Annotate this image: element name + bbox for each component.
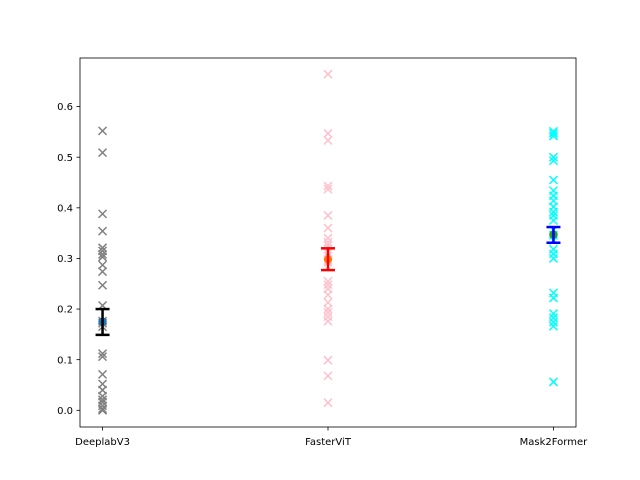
- data-point-deeplabv3: [98, 252, 108, 262]
- y-tick-label: 0.2: [57, 305, 73, 316]
- data-point-fastervit: [323, 316, 333, 326]
- data-point-mask2former: [548, 309, 558, 319]
- data-point-fastervit: [323, 237, 333, 247]
- data-point-deeplabv3: [98, 249, 108, 259]
- data-point-deeplabv3: [98, 369, 108, 379]
- data-point-deeplabv3: [98, 267, 108, 277]
- data-point-fastervit: [323, 233, 333, 243]
- data-point-fastervit: [323, 276, 333, 286]
- data-point-fastervit: [323, 223, 333, 233]
- data-point-fastervit: [323, 371, 333, 381]
- marks-layer: [95, 69, 561, 415]
- data-point-deeplabv3: [98, 148, 108, 158]
- data-point-mask2former: [548, 253, 558, 263]
- data-point-deeplabv3: [98, 243, 108, 253]
- plot-frame: [79, 57, 577, 428]
- data-point-fastervit: [323, 128, 333, 138]
- data-point-mask2former: [548, 152, 558, 162]
- data-point-fastervit: [323, 398, 333, 408]
- data-point-fastervit: [323, 304, 333, 314]
- data-point-fastervit: [323, 135, 333, 146]
- data-point-mask2former: [548, 131, 558, 141]
- data-point-mask2former: [548, 207, 558, 217]
- y-tick-label: 0.0: [57, 406, 73, 417]
- data-point-mask2former: [548, 128, 558, 138]
- data-point-deeplabv3: [98, 352, 108, 362]
- data-point-mask2former: [548, 156, 558, 166]
- y-tick-label: 0.6: [57, 102, 73, 113]
- data-point-mask2former: [548, 175, 558, 185]
- data-point-fastervit: [323, 297, 333, 308]
- data-point-fastervit: [323, 69, 333, 79]
- data-point-fastervit: [323, 210, 333, 220]
- data-point-mask2former: [548, 293, 558, 303]
- data-point-fastervit: [323, 181, 333, 191]
- data-point-fastervit: [323, 355, 333, 365]
- data-point-mask2former: [548, 377, 558, 387]
- data-point-deeplabv3: [98, 405, 108, 415]
- data-point-fastervit: [323, 280, 333, 290]
- x-tick-label: DeeplabV3: [75, 437, 130, 448]
- data-point-fastervit: [323, 308, 333, 318]
- y-tick-label: 0.4: [57, 203, 73, 214]
- y-tick-label: 0.3: [57, 254, 73, 265]
- data-point-deeplabv3: [98, 397, 108, 407]
- data-point-deeplabv3: [98, 280, 108, 290]
- x-tick-label: FasterViT: [305, 437, 352, 448]
- data-point-mask2former: [548, 321, 558, 331]
- axes-layer: 0.0 0.1 0.2 0.3 0.4 0.5 0.6 DeeplabV3 FasterViT M…: [57, 102, 588, 448]
- data-point-deeplabv3: [98, 226, 108, 236]
- data-point-deeplabv3: [98, 404, 108, 414]
- data-point-deeplabv3: [98, 209, 108, 219]
- y-tick-label: 0.5: [57, 153, 73, 164]
- data-point-mask2former: [548, 317, 558, 327]
- x-tick-label: Mask2Former: [520, 437, 588, 448]
- y-tick-label: 0.1: [57, 355, 73, 366]
- data-point-fastervit: [323, 184, 333, 194]
- data-point-deeplabv3: [98, 126, 108, 136]
- data-point-deeplabv3: [98, 260, 108, 270]
- data-point-deeplabv3: [98, 349, 108, 359]
- data-point-fastervit: [323, 290, 333, 300]
- data-point-mask2former: [548, 215, 558, 226]
